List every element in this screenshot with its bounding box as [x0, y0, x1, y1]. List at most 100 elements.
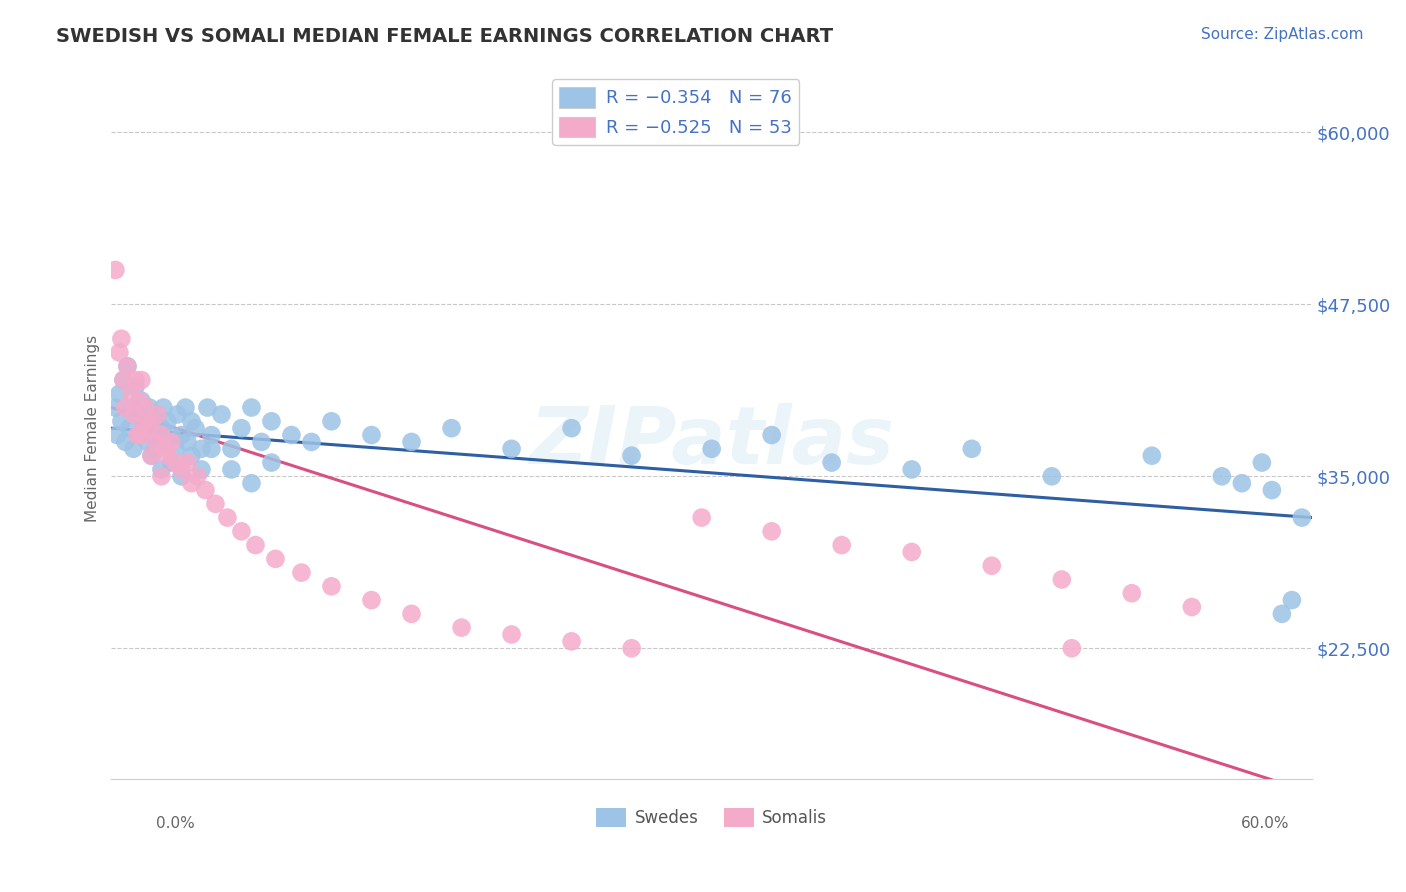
Point [231, 524, 253, 539]
Text: SWEDISH VS SOMALI MEDIAN FEMALE EARNINGS CORRELATION CHART: SWEDISH VS SOMALI MEDIAN FEMALE EARNINGS… [56, 27, 834, 45]
Point [761, 428, 783, 442]
Point [141, 449, 163, 463]
Point [186, 469, 208, 483]
Point [136, 421, 159, 435]
Point [900, 462, 922, 476]
Point [166, 408, 188, 422]
Point [1060, 641, 1083, 656]
Point [120, 401, 142, 415]
Point [128, 428, 150, 442]
Point [264, 552, 287, 566]
Point [122, 408, 145, 422]
Point [146, 408, 169, 422]
Point [114, 401, 136, 415]
Point [132, 414, 155, 428]
Point [174, 401, 197, 415]
Point [561, 634, 583, 648]
Point [131, 428, 153, 442]
Point [250, 434, 273, 449]
Point [180, 449, 202, 463]
Point [124, 380, 146, 394]
Point [1211, 469, 1233, 483]
Point [450, 621, 472, 635]
Point [360, 593, 382, 607]
Point [131, 393, 153, 408]
Point [360, 428, 382, 442]
Point [110, 332, 132, 346]
Point [142, 428, 165, 442]
Point [211, 408, 233, 422]
Point [240, 476, 263, 491]
Point [197, 401, 219, 415]
Point [1281, 593, 1303, 607]
Point [141, 414, 163, 428]
Point [160, 434, 183, 449]
Point [117, 359, 139, 374]
Point [1271, 607, 1294, 621]
Point [1230, 476, 1253, 491]
Point [321, 579, 343, 593]
Point [1291, 510, 1313, 524]
Point [136, 434, 159, 449]
Point [104, 401, 127, 415]
Point [150, 428, 173, 442]
Point [165, 442, 187, 456]
Point [112, 373, 135, 387]
Point [290, 566, 312, 580]
Point [821, 456, 844, 470]
Point [155, 442, 177, 456]
Point [134, 401, 156, 415]
Point [176, 434, 198, 449]
Point [301, 434, 323, 449]
Text: Source: ZipAtlas.com: Source: ZipAtlas.com [1201, 27, 1364, 42]
Point [127, 408, 149, 422]
Point [176, 456, 198, 470]
Point [145, 442, 167, 456]
Point [104, 263, 127, 277]
Point [240, 401, 263, 415]
Point [200, 428, 222, 442]
Point [141, 414, 163, 428]
Point [900, 545, 922, 559]
Point [200, 442, 222, 456]
Point [150, 462, 173, 476]
Point [127, 428, 149, 442]
Point [260, 456, 283, 470]
Point [401, 434, 423, 449]
Point [170, 462, 193, 476]
Point [184, 421, 207, 435]
Point [132, 414, 155, 428]
Point [108, 386, 131, 401]
Point [1250, 456, 1272, 470]
Point [321, 414, 343, 428]
Point [112, 373, 135, 387]
Point [156, 449, 179, 463]
Point [260, 414, 283, 428]
Text: 0.0%: 0.0% [156, 816, 195, 831]
Point [401, 607, 423, 621]
Point [155, 434, 177, 449]
Point [131, 373, 153, 387]
Point [120, 386, 142, 401]
Point [217, 510, 239, 524]
Point [156, 414, 179, 428]
Point [1040, 469, 1063, 483]
Point [150, 421, 173, 435]
Point [170, 428, 193, 442]
Point [146, 408, 169, 422]
Point [190, 442, 212, 456]
Point [160, 456, 183, 470]
Point [134, 421, 156, 435]
Point [107, 428, 129, 442]
Point [190, 462, 212, 476]
Text: ZIPatlas: ZIPatlas [529, 403, 894, 481]
Point [1140, 449, 1163, 463]
Point [110, 414, 132, 428]
Point [170, 469, 193, 483]
Point [561, 421, 583, 435]
Point [108, 345, 131, 359]
Point [145, 434, 167, 449]
Point [221, 462, 243, 476]
Point [280, 428, 302, 442]
Point [690, 510, 713, 524]
